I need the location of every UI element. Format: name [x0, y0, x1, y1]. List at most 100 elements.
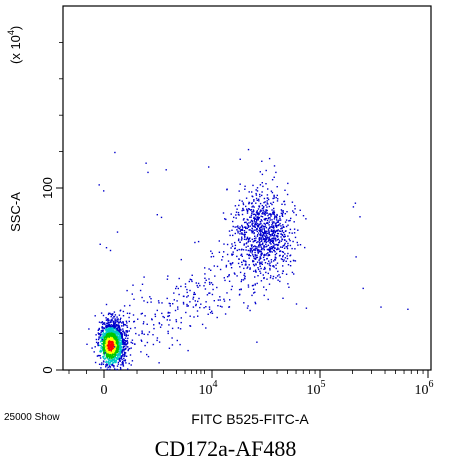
- event-point-transition: [147, 355, 150, 358]
- event-point-positive: [267, 240, 269, 243]
- event-point-negative: [126, 312, 129, 314]
- event-point-transition: [180, 321, 182, 324]
- event-point-negative: [99, 350, 101, 353]
- event-point-positive: [253, 217, 255, 220]
- event-point-negative: [110, 339, 113, 341]
- event-point-negative: [124, 341, 126, 344]
- event-point-transition: [269, 250, 271, 253]
- event-point-positive: [256, 254, 258, 256]
- event-point-positive: [253, 240, 256, 242]
- event-point-positive: [279, 246, 282, 248]
- event-point-transition: [177, 287, 179, 290]
- event-point-positive: [239, 241, 241, 243]
- event-point-negative: [125, 362, 127, 364]
- event-point-positive: [270, 190, 273, 192]
- event-point-negative: [100, 334, 102, 336]
- event-point-transition: [146, 341, 149, 344]
- event-point-outlier: [239, 158, 241, 160]
- event-point-negative: [103, 334, 105, 337]
- event-point-negative: [112, 321, 115, 324]
- event-point-positive: [254, 222, 257, 225]
- x-tick-label: 105: [307, 379, 326, 398]
- event-point-positive: [277, 235, 279, 237]
- event-point-transition: [175, 287, 177, 290]
- event-point-positive: [261, 216, 264, 218]
- event-point-positive: [283, 200, 286, 202]
- event-point-positive: [245, 227, 247, 230]
- event-point-negative: [107, 366, 109, 369]
- event-point-negative: [124, 360, 126, 362]
- event-point-positive: [268, 213, 270, 215]
- event-point-positive: [256, 256, 259, 259]
- event-point-positive: [275, 264, 277, 266]
- event-point-transition: [210, 250, 212, 252]
- event-point-negative: [119, 339, 121, 342]
- event-point-positive: [266, 258, 268, 260]
- event-point-positive: [243, 233, 245, 236]
- event-point-negative: [103, 358, 106, 360]
- event-point-negative: [117, 340, 119, 343]
- event-point-transition: [263, 277, 265, 280]
- event-point-positive: [263, 228, 265, 231]
- event-point-negative: [120, 333, 123, 335]
- event-point-negative: [98, 327, 100, 330]
- event-point-positive: [250, 230, 253, 232]
- event-point-negative: [112, 341, 114, 343]
- event-point-negative: [102, 360, 105, 362]
- event-point-positive: [276, 248, 279, 251]
- event-point-transition: [197, 300, 199, 303]
- event-point-transition: [210, 256, 212, 258]
- event-point-positive: [260, 246, 262, 248]
- event-point-negative: [117, 338, 119, 340]
- event-point-negative: [114, 336, 117, 339]
- event-point-positive: [246, 210, 249, 213]
- event-point-transition: [217, 305, 219, 307]
- event-point-negative: [115, 324, 118, 326]
- event-point-negative: [108, 363, 110, 365]
- chart-caption: CD172a-AF488: [154, 436, 297, 461]
- event-point-positive: [275, 267, 277, 270]
- event-point-positive: [262, 256, 265, 259]
- event-point-positive: [242, 208, 244, 210]
- event-point-negative: [106, 327, 108, 330]
- event-point-positive: [265, 232, 267, 234]
- event-point-outlier: [143, 300, 145, 302]
- event-point-positive: [276, 200, 279, 202]
- event-point-positive: [265, 210, 267, 213]
- event-point-positive: [273, 194, 275, 197]
- event-point-negative: [124, 345, 126, 348]
- event-point-positive: [299, 244, 302, 246]
- event-point-positive: [243, 209, 245, 211]
- event-point-positive: [262, 225, 265, 227]
- event-point-positive: [230, 247, 232, 249]
- event-point-negative: [105, 317, 107, 319]
- event-point-positive: [264, 235, 267, 237]
- event-point-outlier: [305, 307, 308, 309]
- event-point-positive: [267, 203, 269, 205]
- event-point-positive: [266, 200, 268, 202]
- event-point-transition: [254, 302, 257, 305]
- event-point-outlier: [231, 262, 233, 265]
- event-point-negative: [108, 349, 110, 352]
- event-point-positive: [257, 267, 259, 269]
- event-point-negative: [126, 346, 128, 348]
- event-point-positive: [274, 259, 277, 261]
- event-point-positive: [282, 270, 284, 272]
- event-point-positive: [265, 243, 267, 245]
- event-point-negative: [120, 343, 122, 345]
- event-point-negative: [114, 347, 117, 349]
- event-point-negative: [119, 352, 122, 354]
- event-point-negative: [122, 343, 124, 345]
- event-point-negative: [109, 366, 111, 368]
- event-point-negative: [117, 324, 120, 326]
- event-point-positive: [280, 233, 282, 235]
- event-point-transition: [159, 326, 162, 328]
- event-point-transition: [204, 288, 207, 290]
- event-point-positive: [234, 226, 236, 228]
- event-point-positive: [263, 213, 266, 215]
- event-point-transition: [177, 306, 179, 308]
- event-point-positive: [258, 237, 260, 240]
- event-point-positive: [287, 244, 289, 247]
- event-point-transition: [175, 285, 178, 288]
- event-point-transition: [141, 296, 143, 299]
